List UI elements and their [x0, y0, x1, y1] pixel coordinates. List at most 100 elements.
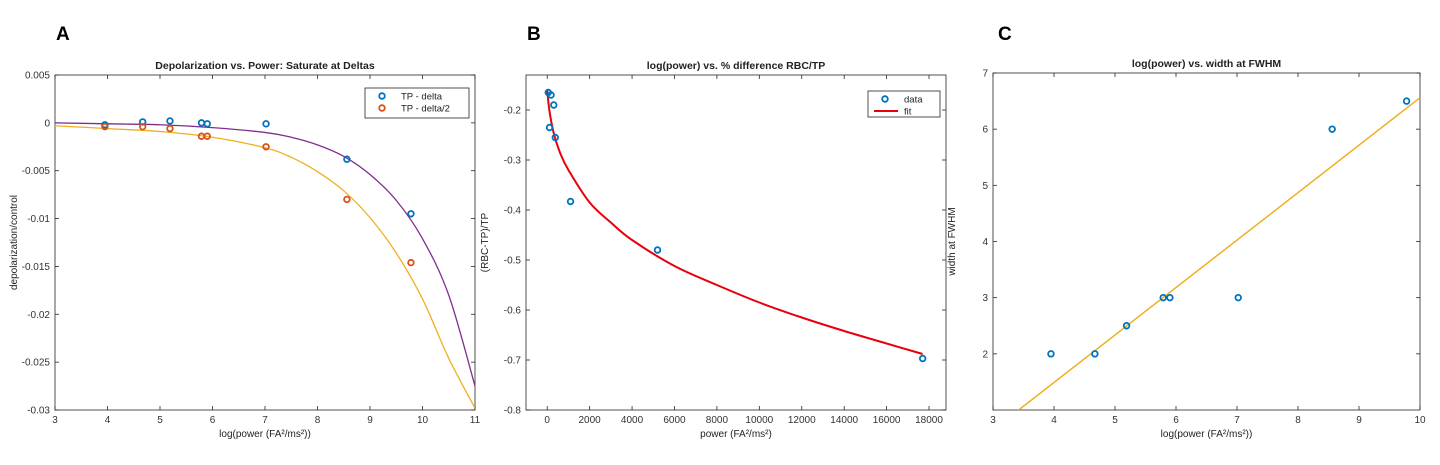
y-tick-label: 0 — [44, 118, 50, 129]
chart-title: Depolarization vs. Power: Saturate at De… — [155, 60, 375, 72]
data-point-1 — [166, 124, 174, 133]
data-point-0 — [1402, 97, 1411, 105]
x-tick-label: 4000 — [621, 415, 644, 426]
legend-label: data — [904, 95, 923, 106]
data-point-0 — [551, 133, 559, 142]
x-tick-label: 6 — [1173, 415, 1179, 426]
y-tick-label: 2 — [982, 349, 988, 360]
panel-letter-a: A — [56, 24, 70, 45]
legend-marker — [881, 95, 889, 103]
x-tick-label: 7 — [1234, 415, 1240, 426]
plot-content — [55, 117, 475, 409]
data-point-0 — [566, 197, 575, 206]
data-point-0 — [1234, 293, 1242, 302]
y-tick-label: -0.015 — [22, 262, 51, 273]
data-point-1 — [343, 195, 351, 204]
data-point-0 — [1328, 125, 1336, 133]
x-tick-label: 11 — [470, 415, 481, 426]
data-point-1 — [407, 258, 415, 267]
legend-label: TP - delta/2 — [401, 104, 450, 115]
x-tick-label: 6000 — [663, 415, 686, 426]
chart-b: log(power) vs. % difference RBC/TP 0 2000 4… — [480, 60, 947, 440]
y-tick-label: -0.4 — [504, 206, 522, 217]
x-tick-label: 4 — [1051, 415, 1057, 426]
plot-area-box — [992, 72, 1421, 411]
fit-line-0 — [55, 122, 475, 387]
y-tick-label: 7 — [982, 69, 988, 80]
plot-area-box — [525, 74, 947, 411]
y-tick-label: -0.5 — [504, 256, 522, 267]
fit-line-0 — [1018, 97, 1420, 410]
x-tick-label: 5 — [157, 415, 163, 426]
y-tick-label: -0.01 — [27, 214, 50, 225]
y-tick-label: 5 — [982, 181, 988, 192]
data-point-0 — [1047, 350, 1055, 358]
data-point-0 — [918, 354, 927, 363]
chart-c: log(power) vs. width at FWHM 3 4 5 6 7 8 9 10 2 3 4… — [947, 58, 1426, 440]
x-tick-label: 8 — [1295, 415, 1301, 426]
x-tick-label: 3 — [990, 415, 996, 426]
data-point-0 — [550, 101, 558, 109]
y-tick-label: -0.02 — [27, 310, 50, 321]
data-point-0 — [1091, 350, 1099, 358]
x-tick-label: 18000 — [915, 415, 943, 426]
y-tick-label: -0.03 — [27, 406, 50, 417]
x-tick-label: 12000 — [788, 415, 816, 426]
y-tick-label: -0.6 — [504, 306, 522, 317]
y-tick-label: -0.3 — [504, 156, 522, 167]
x-tick-label: 9 — [1356, 415, 1362, 426]
data-point-0 — [203, 120, 211, 128]
data-point-1 — [262, 143, 270, 151]
x-tick-label: 0 — [544, 415, 550, 426]
x-axis-label: log(power (FA²/ms²)) — [1161, 429, 1253, 440]
data-point-0 — [407, 210, 415, 218]
y-tick-label: -0.8 — [504, 406, 522, 417]
data-point-1 — [101, 122, 109, 131]
data-point-0 — [343, 155, 351, 163]
y-tick-label: -0.005 — [22, 166, 51, 177]
plot-content — [1018, 97, 1420, 410]
legend-marker — [378, 92, 386, 100]
data-point-0 — [166, 117, 174, 125]
x-tick-label: 8000 — [706, 415, 729, 426]
data-point-0 — [653, 246, 662, 254]
x-tick-label: 6 — [210, 415, 216, 426]
x-tick-label: 8 — [315, 415, 321, 426]
data-point-0 — [197, 119, 206, 127]
x-tick-label: 4 — [105, 415, 111, 426]
data-point-0 — [1122, 322, 1131, 330]
x-tick-label: 3 — [52, 415, 58, 426]
chart-title: log(power) vs. % difference RBC/TP — [647, 60, 826, 72]
data-point-0 — [547, 91, 555, 99]
legend-marker — [378, 104, 386, 112]
x-tick-label: 14000 — [830, 415, 858, 426]
x-tick-label: 5 — [1112, 415, 1118, 426]
y-tick-label: -0.2 — [504, 106, 522, 117]
fit-line-0 — [546, 89, 923, 355]
legend-label: fit — [904, 107, 912, 118]
y-axis-label: width at FWHM — [947, 207, 958, 276]
x-tick-label: 10000 — [745, 415, 773, 426]
x-axis-label: log(power (FA²/ms²)) — [219, 429, 311, 440]
panel-letter-c: C — [998, 24, 1012, 45]
data-point-0 — [1159, 293, 1167, 302]
fit-line-1 — [55, 125, 475, 409]
y-tick-label: -0.7 — [504, 356, 522, 367]
plot-area-box — [54, 74, 476, 411]
data-point-1 — [203, 132, 211, 140]
x-tick-label: 2000 — [579, 415, 602, 426]
x-axis-label: power (FA²/ms²) — [700, 429, 772, 440]
x-tick-label: 16000 — [873, 415, 901, 426]
panel-letter-b: B — [527, 24, 541, 45]
y-tick-label: 3 — [982, 293, 988, 304]
x-tick-label: 10 — [1414, 415, 1426, 426]
data-point-1 — [138, 122, 147, 131]
plot-content — [544, 88, 927, 363]
y-tick-label: 0.005 — [25, 71, 50, 82]
x-tick-label: 7 — [262, 415, 268, 426]
x-tick-label: 9 — [367, 415, 373, 426]
y-axis-label: (RBC-TP)/TP — [480, 212, 491, 272]
